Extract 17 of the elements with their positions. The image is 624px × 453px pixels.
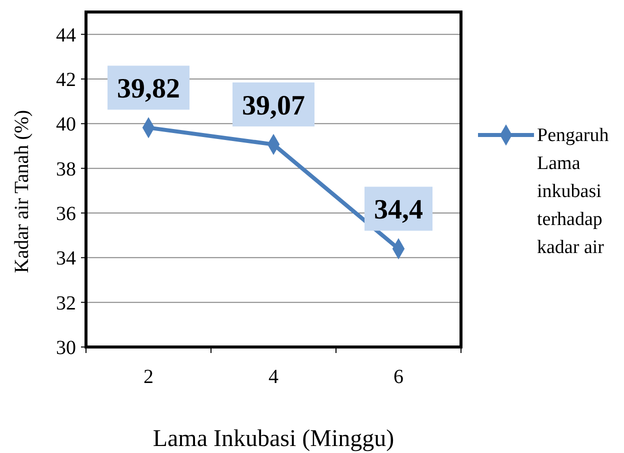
x-tick-label: 2 bbox=[144, 366, 154, 388]
data-label: 39,07 bbox=[242, 90, 305, 122]
y-tick-label: 40 bbox=[56, 114, 76, 136]
y-tick-label: 44 bbox=[56, 24, 76, 46]
y-tick-label: 42 bbox=[56, 69, 76, 91]
y-axis-title: Kadar air Tanah (%) bbox=[11, 110, 33, 274]
y-tick-label: 34 bbox=[56, 248, 76, 270]
legend-label: Pengaruh Lama inkubasi terhadap kadar air bbox=[537, 125, 610, 258]
y-tick-label: 36 bbox=[56, 203, 76, 225]
data-label: 39,82 bbox=[117, 74, 180, 105]
y-tick-label: 32 bbox=[56, 292, 76, 314]
x-tick-label: 4 bbox=[268, 366, 278, 388]
x-axis-title: Lama Inkubasi (Minggu) bbox=[152, 426, 394, 452]
y-tick-label: 30 bbox=[56, 337, 76, 359]
y-tick-label: 38 bbox=[56, 158, 76, 180]
data-label: 34,4 bbox=[374, 194, 423, 226]
x-tick-label: 6 bbox=[394, 366, 404, 388]
